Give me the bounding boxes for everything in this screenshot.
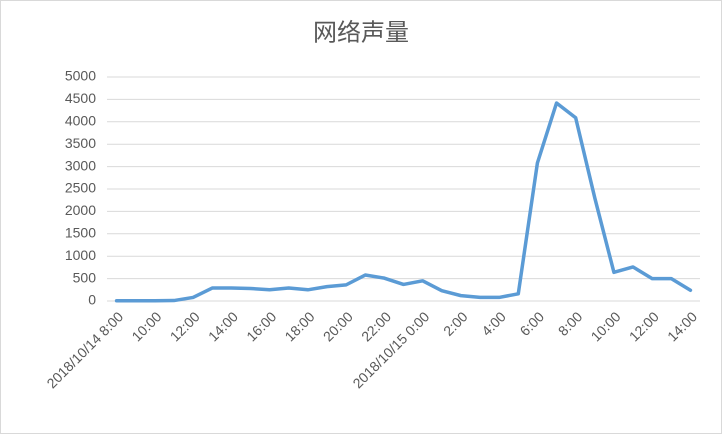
y-tick-label: 1500 xyxy=(65,225,96,241)
y-tick-label: 4000 xyxy=(65,113,96,129)
y-tick-label: 2500 xyxy=(65,180,96,196)
y-tick-label: 3500 xyxy=(65,135,96,151)
y-tick-label: 1000 xyxy=(65,247,96,263)
chart-title: 网络声量 xyxy=(313,19,409,46)
y-tick-label: 5000 xyxy=(65,68,96,84)
y-tick-label: 3000 xyxy=(65,157,96,173)
y-tick-label: 0 xyxy=(88,292,96,308)
line-series xyxy=(114,101,693,303)
y-tick-label: 2000 xyxy=(65,202,96,218)
y-tick-label: 4500 xyxy=(65,90,96,106)
y-tick-label: 500 xyxy=(73,269,97,285)
